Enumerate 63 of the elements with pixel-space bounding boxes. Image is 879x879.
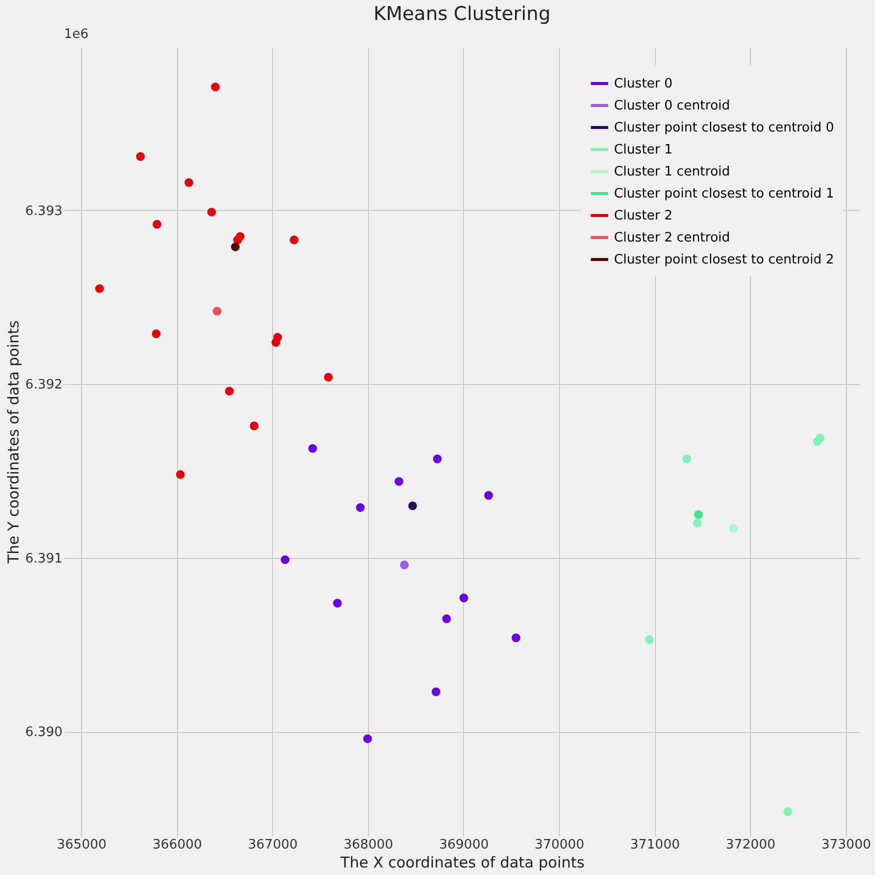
legend-label: Cluster 1 centroid xyxy=(614,164,730,180)
y-tick-label: 6.393 xyxy=(25,204,62,219)
point xyxy=(308,444,317,453)
point xyxy=(694,510,703,519)
x-tick-label: 365000 xyxy=(56,838,107,852)
point xyxy=(484,491,493,500)
point xyxy=(645,635,654,644)
point xyxy=(233,236,242,244)
point xyxy=(211,82,220,92)
legend-label: Cluster 0 centroid xyxy=(614,98,730,114)
point xyxy=(207,208,216,216)
x-tick-label: 366000 xyxy=(152,838,202,852)
point xyxy=(176,470,185,479)
legend-label: Cluster point closest to centroid 2 xyxy=(614,252,834,268)
legend-label: Cluster 0 xyxy=(614,76,673,92)
point xyxy=(333,598,342,608)
point xyxy=(693,518,702,528)
point xyxy=(408,501,417,510)
legend-label: Cluster point closest to centroid 1 xyxy=(614,186,834,202)
text: 1e6 xyxy=(64,27,89,42)
point xyxy=(442,614,451,624)
chart-title: KMeans Clustering xyxy=(374,3,550,25)
point xyxy=(324,372,333,382)
point xyxy=(512,634,520,642)
point xyxy=(813,437,822,446)
point xyxy=(432,687,440,696)
point xyxy=(280,555,290,564)
legend-label: Cluster 2 centroid xyxy=(614,230,730,246)
point xyxy=(272,338,280,347)
point xyxy=(250,422,259,430)
point xyxy=(682,454,692,464)
point xyxy=(225,386,234,396)
point xyxy=(432,454,442,464)
point xyxy=(230,242,240,252)
point xyxy=(152,220,162,229)
point xyxy=(459,594,468,602)
point xyxy=(400,560,409,570)
y-tick-label: 6.392 xyxy=(25,378,62,393)
y-tick-label: 6.391 xyxy=(25,551,62,566)
point xyxy=(95,284,104,293)
x-tick-label: 373000 xyxy=(821,838,871,852)
legend-label: Cluster 1 xyxy=(614,142,673,158)
x-tick-label: 367000 xyxy=(248,838,298,852)
point xyxy=(152,329,161,338)
x-axis-title: The X coordinates of data points xyxy=(339,854,585,872)
point xyxy=(136,152,145,161)
x-tick-label: 372000 xyxy=(726,838,776,852)
x-tick-label: 368000 xyxy=(344,838,394,852)
point xyxy=(728,524,738,533)
point xyxy=(184,178,194,187)
point xyxy=(394,477,404,486)
x-tick-label: 371000 xyxy=(630,838,680,852)
point xyxy=(356,503,365,512)
point xyxy=(290,236,298,244)
x-tick-label: 370000 xyxy=(534,838,584,852)
point xyxy=(212,306,222,316)
x-tick-label: 369000 xyxy=(439,838,489,852)
legend-label: Cluster point closest to centroid 0 xyxy=(614,120,834,136)
y-axis-title: The Y coordinates of data points xyxy=(4,320,22,565)
point xyxy=(363,734,372,744)
legend-label: Cluster 2 xyxy=(614,208,673,224)
point xyxy=(784,807,792,816)
y-tick-label: 6.390 xyxy=(25,725,62,740)
